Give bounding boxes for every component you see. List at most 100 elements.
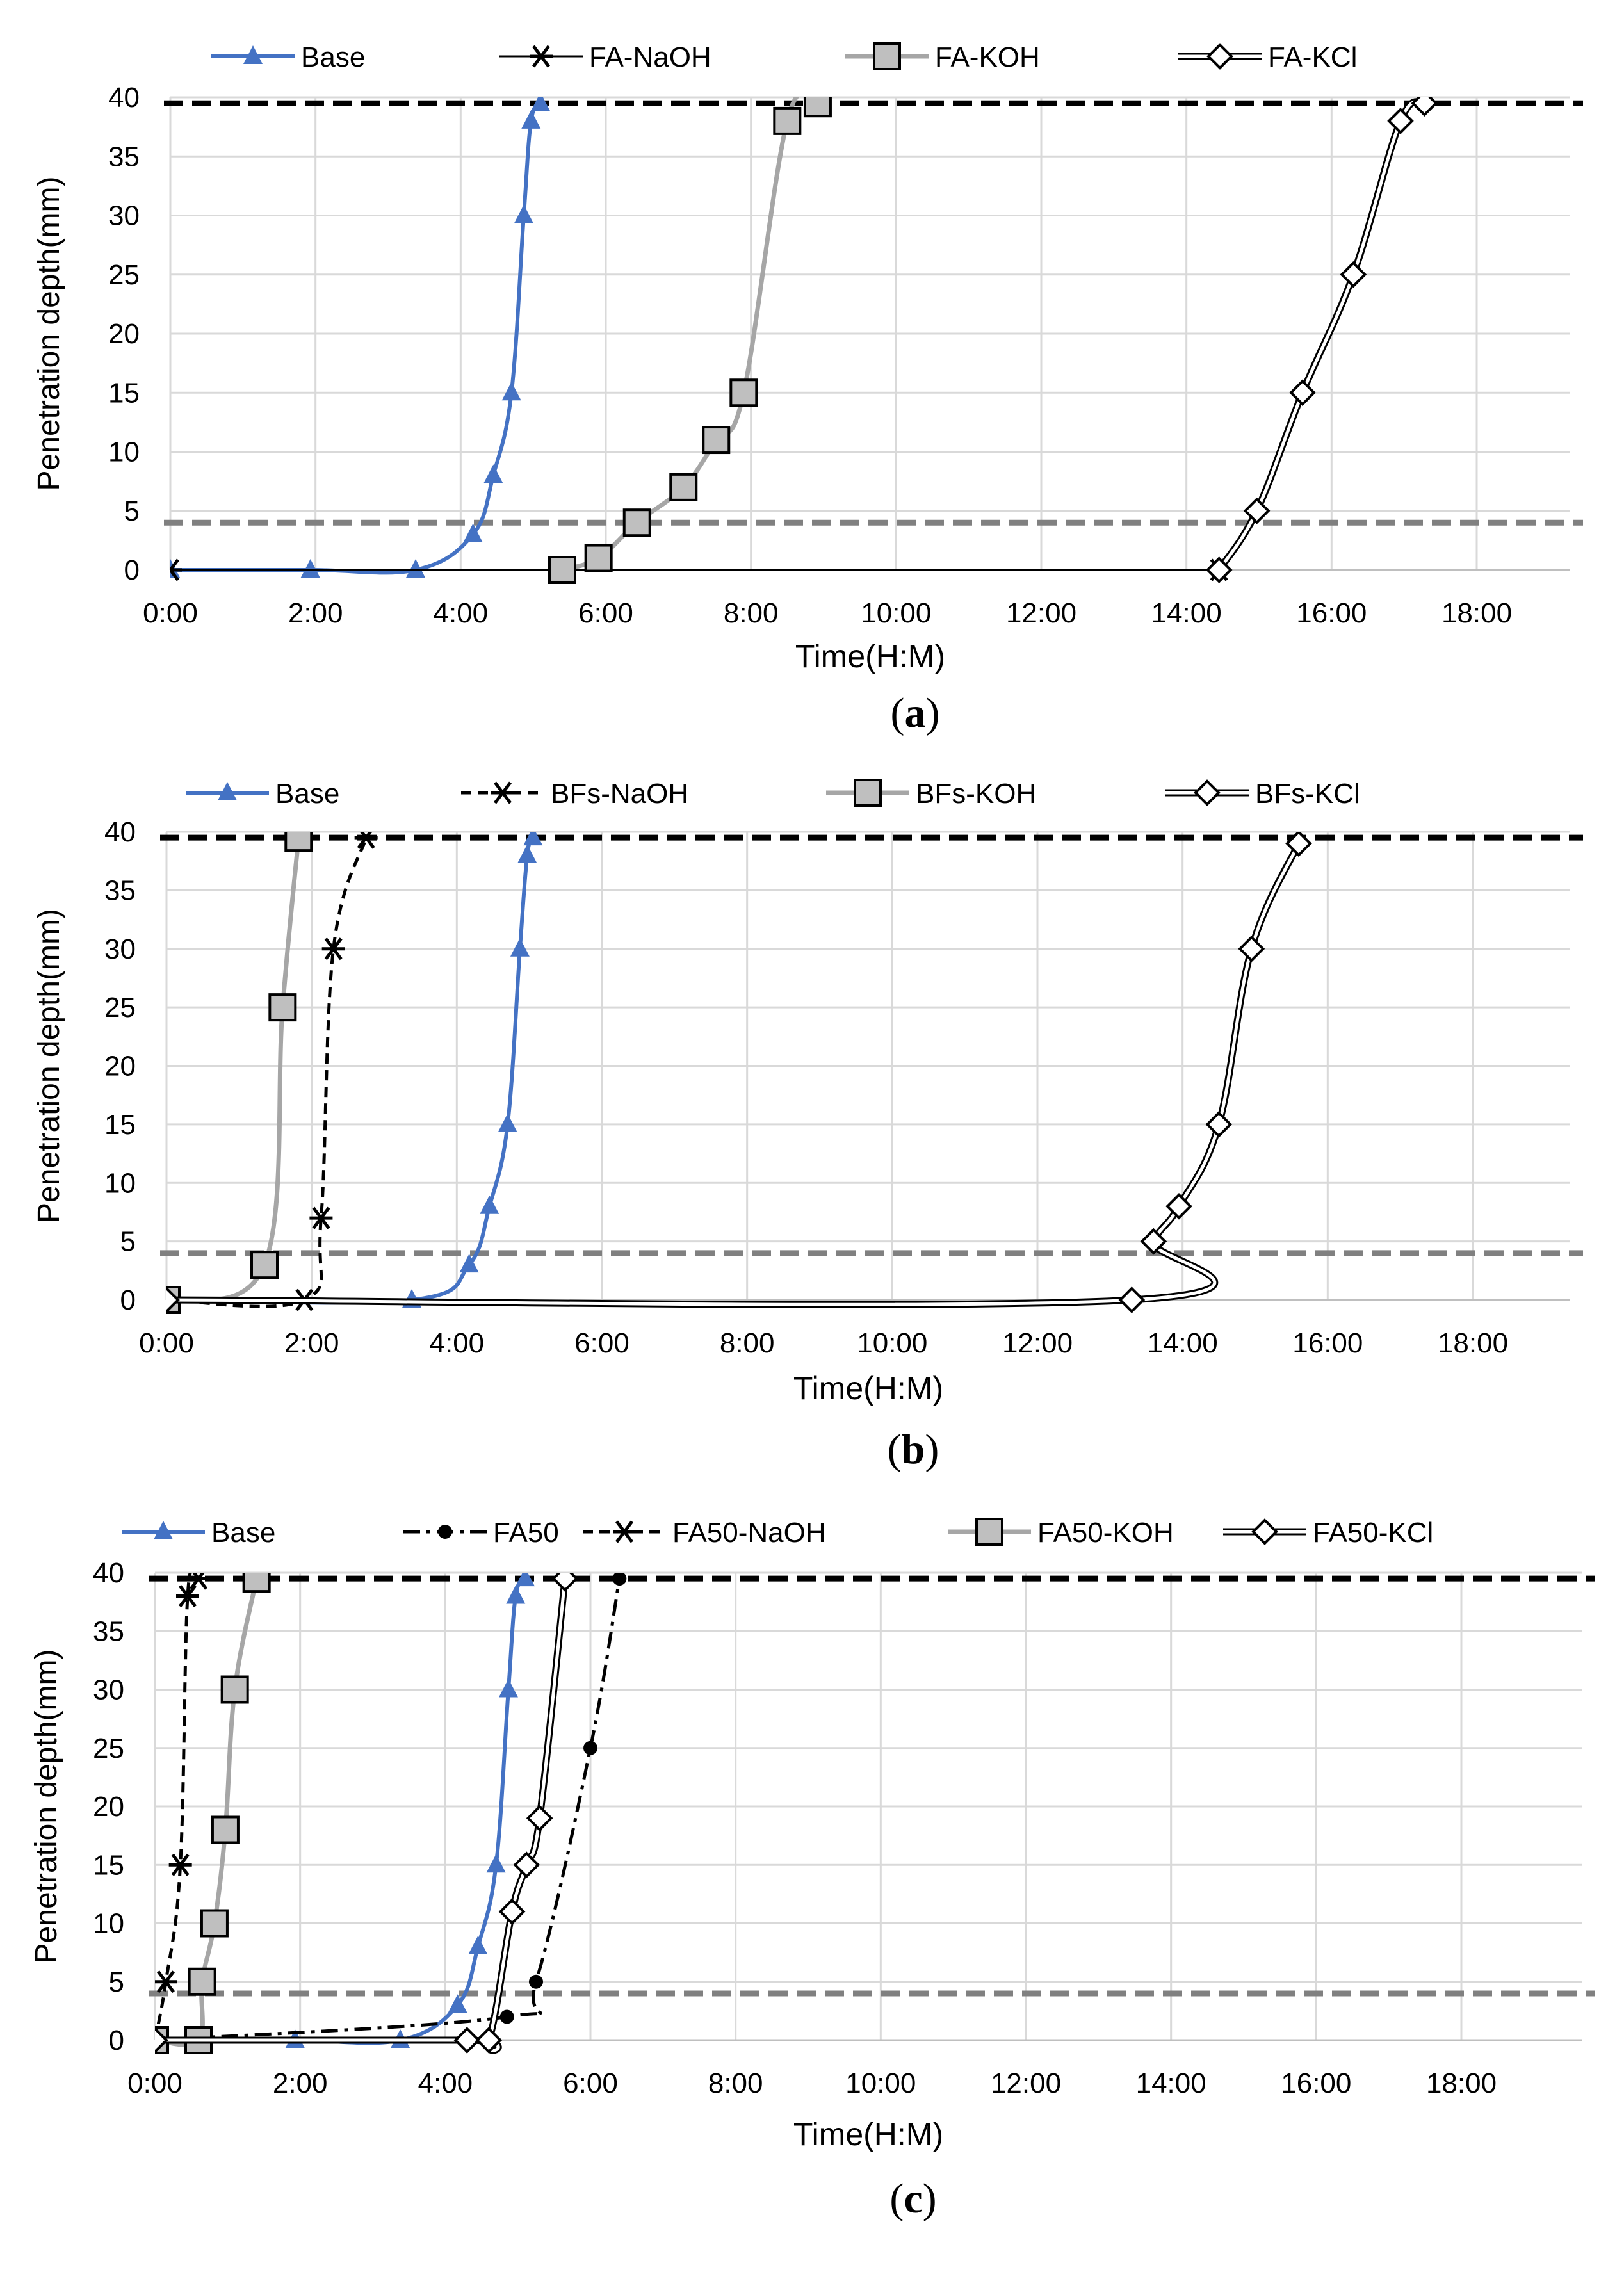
y-axis-label: Penetration depth(mm)	[32, 909, 66, 1223]
legend-item-base: Base	[122, 1517, 275, 1548]
data-point-bfs-kcl	[1205, 1111, 1233, 1138]
x-tick-label: 12:00	[1002, 1327, 1073, 1359]
legend-label: Base	[301, 42, 365, 73]
legend-item-fa50-koh: FA50-KOH	[948, 1517, 1174, 1548]
y-tick-label: 5	[109, 1967, 124, 1998]
legend: Base BFs-NaOH BFs-KOH BFs-KCl	[186, 778, 1360, 809]
legend-swatch-marker	[243, 45, 263, 64]
y-tick-label: 25	[104, 992, 136, 1023]
data-point-bfs-koh	[284, 832, 313, 852]
y-tick-label: 30	[104, 934, 136, 965]
y-tick-label: 20	[104, 1051, 136, 1082]
series-line-base	[166, 836, 535, 1305]
data-point-bfs-kcl	[1165, 1192, 1192, 1220]
y-tick-label: 20	[93, 1791, 124, 1822]
data-point-fa50-kcl	[551, 1573, 579, 1592]
x-axis-label: Time(H:M)	[793, 2116, 943, 2152]
data-point-base	[531, 97, 550, 111]
series-line-fa50-kcl	[155, 1578, 569, 2054]
series-line-fa50-kcl	[155, 1578, 567, 2052]
y-tick-label: 35	[108, 141, 140, 172]
data-point-base	[498, 1678, 518, 1698]
data-point-fa50-naoh	[187, 1573, 210, 1590]
x-tick-label: 2:00	[284, 1327, 339, 1359]
chart-panel-b: 0:00 2:00 4:00 6:00 8:00 10:00 12:00 14:00 16:00…	[32, 778, 1583, 1473]
chart-panel-a: 0:00 2:00 4:00 6:00 8:00 10:00 12:00 14:00 16:00…	[32, 42, 1583, 736]
data-point-bfs-kcl	[166, 1286, 180, 1313]
series-line-base	[170, 102, 542, 575]
legend-swatch-marker	[854, 779, 882, 807]
data-point-bfs-naoh	[354, 832, 378, 849]
x-tick-label: 2:00	[273, 2068, 328, 2099]
data-point-fa-kcl	[1243, 497, 1271, 524]
data-point-fa-koh	[622, 508, 651, 537]
x-tick-label: 14:00	[1151, 597, 1222, 629]
data-point-fa50-koh	[211, 1815, 240, 1844]
series-line-fa50	[155, 1578, 621, 2042]
data-point-fa50	[499, 2009, 514, 2024]
y-tick-label: 0	[124, 555, 140, 586]
legend-swatch-marker	[491, 781, 514, 804]
series-fa-koh	[548, 97, 832, 584]
data-point-fa-kcl	[1289, 379, 1316, 407]
y-tick-label: 5	[124, 496, 140, 527]
y-tick-label: 10	[104, 1167, 136, 1199]
x-tick-label: 8:00	[724, 597, 779, 629]
x-tick-label: 18:00	[1438, 1327, 1508, 1359]
chart-panel-c: 0:00 2:00 4:00 6:00 8:00 10:00 12:00 14:00 16:00…	[29, 1517, 1595, 2222]
data-point-base	[516, 1573, 535, 1587]
legend-label: FA-KOH	[935, 42, 1040, 73]
x-tick-label: 4:00	[430, 1327, 485, 1359]
legend-item-fa50: FA50	[403, 1517, 559, 1548]
data-point-base	[463, 523, 483, 542]
data-point-fa50-kcl	[475, 2027, 503, 2054]
x-tick-label: 18:00	[1441, 597, 1512, 629]
data-point-base	[510, 937, 530, 957]
y-tick-label: 0	[109, 2025, 124, 2056]
series-base	[170, 97, 550, 578]
x-tick-label: 12:00	[1006, 597, 1076, 629]
data-point-bfs-kcl	[1285, 832, 1312, 857]
data-point-bfs-koh	[250, 1251, 279, 1279]
x-tick-label: 4:00	[418, 2068, 473, 2099]
data-point-base	[486, 1854, 506, 1873]
y-tick-label: 15	[108, 377, 140, 409]
x-tick-label: 16:00	[1296, 597, 1367, 629]
series-fa-kcl	[1205, 97, 1438, 583]
data-point-base	[501, 382, 521, 401]
y-axis-label: Penetration depth(mm)	[29, 1650, 63, 1964]
data-point-fa50	[583, 1741, 597, 1755]
data-point-fa50	[529, 1974, 543, 1989]
series-fa50-kcl	[155, 1573, 579, 2054]
x-tick-label: 6:00	[578, 597, 633, 629]
panel-caption: (a)	[891, 690, 940, 736]
data-point-bfs-kcl	[1140, 1228, 1167, 1255]
legend-item-fa50-naoh: FA50-NaOH	[583, 1517, 826, 1548]
x-tick-label: 10:00	[857, 1327, 927, 1359]
series-line-bfs-kcl	[166, 842, 1303, 1308]
series-fa50-koh	[155, 1573, 271, 2054]
legend-swatch-marker	[154, 1521, 173, 1539]
x-tick-label: 10:00	[845, 2068, 916, 2099]
series-bfs-koh	[166, 832, 313, 1314]
x-tick-label: 18:00	[1426, 2068, 1497, 2099]
y-tick-label: 30	[93, 1675, 124, 1706]
data-point-fa50-koh	[242, 1573, 271, 1593]
series-fa50-naoh	[155, 1573, 210, 2052]
y-tick-label: 10	[93, 1908, 124, 1940]
y-tick-label: 5	[120, 1226, 136, 1258]
data-point-bfs-naoh	[309, 1206, 333, 1229]
series-base	[166, 832, 543, 1308]
x-axis-label: Time(H:M)	[793, 1370, 943, 1406]
x-tick-label: 4:00	[434, 597, 489, 629]
legend-label: FA-NaOH	[589, 42, 711, 73]
data-point-fa50-koh	[220, 1675, 249, 1704]
data-point-bfs-kcl	[1238, 935, 1265, 962]
x-tick-label: 10:00	[861, 597, 931, 629]
data-point-base	[468, 1936, 488, 1954]
y-tick-label: 30	[108, 200, 140, 232]
x-tick-label: 0:00	[143, 597, 198, 629]
x-tick-label: 14:00	[1136, 2068, 1206, 2099]
data-point-fa-koh	[803, 97, 832, 118]
